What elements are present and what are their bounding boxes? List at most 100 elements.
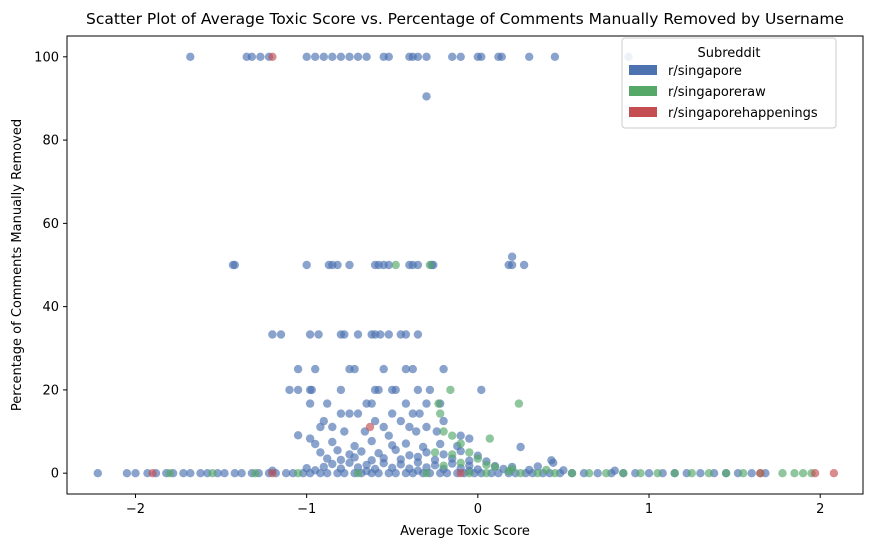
point-0-93 xyxy=(525,52,534,61)
x-tick-label-0: −2 xyxy=(126,502,145,517)
point-0-139 xyxy=(285,385,294,395)
point-0-175 xyxy=(340,427,349,436)
point-0-170 xyxy=(379,422,388,432)
point-1-31 xyxy=(436,409,445,418)
point-1-17 xyxy=(670,469,679,478)
point-0-183 xyxy=(328,437,337,447)
point-0-70 xyxy=(247,52,257,61)
point-0-217 xyxy=(345,458,354,467)
point-0-240 xyxy=(525,465,534,475)
point-0-231 xyxy=(353,463,363,472)
point-0-184 xyxy=(350,441,359,451)
point-1-37 xyxy=(430,448,440,457)
point-0-147 xyxy=(391,385,400,395)
point-1-20 xyxy=(721,469,731,478)
point-1-25 xyxy=(798,469,808,478)
point-0-130 xyxy=(413,330,423,339)
point-0-127 xyxy=(384,330,393,339)
point-1-10 xyxy=(550,469,560,478)
point-0-126 xyxy=(376,330,385,339)
point-2-5 xyxy=(756,469,765,478)
point-1-44 xyxy=(439,461,448,470)
point-0-222 xyxy=(430,461,440,470)
point-0-122 xyxy=(340,330,349,339)
x-tick-label-4: 2 xyxy=(816,502,824,517)
point-0-94 xyxy=(550,52,560,61)
point-0-246 xyxy=(413,466,423,475)
point-0-0 xyxy=(93,469,103,478)
x-tick-label-3: 1 xyxy=(645,502,653,517)
point-0-110 xyxy=(413,260,423,270)
point-0-221 xyxy=(413,458,423,467)
point-0-234 xyxy=(405,464,414,473)
point-0-151 xyxy=(305,399,315,408)
point-0-85 xyxy=(413,52,423,61)
point-0-132 xyxy=(311,364,320,374)
point-0-149 xyxy=(425,385,435,395)
point-2-4 xyxy=(456,469,465,478)
point-0-140 xyxy=(293,385,303,395)
point-0-167 xyxy=(439,416,448,426)
y-axis-ticks: 0 20 40 60 80 100 xyxy=(34,50,67,482)
y-tick-label-2: 40 xyxy=(42,300,59,315)
point-0-156 xyxy=(422,399,431,408)
point-1-23 xyxy=(778,469,787,478)
point-0-2 xyxy=(131,469,140,478)
point-0-68 xyxy=(186,52,195,61)
point-0-168 xyxy=(316,422,325,432)
point-1-8 xyxy=(516,469,525,478)
legend-label-1: r/singaporeraw xyxy=(668,85,766,100)
point-2-2 xyxy=(148,469,157,478)
point-0-142 xyxy=(307,385,316,395)
point-1-33 xyxy=(439,427,448,436)
point-0-143 xyxy=(336,385,346,395)
point-0-171 xyxy=(405,422,414,432)
point-1-2 xyxy=(251,469,260,478)
point-1-27 xyxy=(391,260,400,270)
legend: Subreddit r/singaporer/singaporerawr/sin… xyxy=(621,37,837,129)
legend-label-2: r/singaporehappenings xyxy=(668,106,818,121)
legend-swatch-0 xyxy=(629,65,657,75)
point-0-163 xyxy=(415,409,424,418)
point-0-135 xyxy=(379,364,388,374)
point-0-159 xyxy=(345,409,354,418)
point-0-9 xyxy=(196,469,205,478)
point-0-138 xyxy=(439,364,448,374)
point-0-193 xyxy=(333,446,342,455)
point-0-241 xyxy=(559,466,568,475)
point-0-90 xyxy=(477,52,486,61)
point-1-9 xyxy=(533,469,542,478)
point-0-148 xyxy=(413,385,423,395)
point-0-129 xyxy=(401,330,411,339)
point-0-71 xyxy=(256,52,265,61)
point-0-87 xyxy=(448,52,457,61)
point-1-32 xyxy=(514,399,524,408)
point-0-161 xyxy=(388,409,397,418)
point-0-7 xyxy=(179,469,188,478)
point-0-238 xyxy=(473,465,482,474)
point-1-15 xyxy=(636,469,645,478)
point-0-215 xyxy=(549,458,558,467)
point-0-12 xyxy=(220,469,229,478)
point-0-179 xyxy=(432,427,441,436)
y-tick-label-5: 100 xyxy=(34,50,59,65)
point-1-36 xyxy=(456,439,465,448)
point-1-39 xyxy=(465,448,474,457)
point-0-203 xyxy=(323,454,332,463)
point-1-16 xyxy=(653,469,662,478)
point-1-35 xyxy=(448,431,457,440)
point-0-229 xyxy=(319,462,328,472)
point-0-80 xyxy=(362,52,371,61)
point-0-204 xyxy=(336,455,346,465)
point-0-197 xyxy=(391,445,400,455)
point-0-177 xyxy=(384,431,393,440)
point-1-43 xyxy=(490,462,500,472)
point-0-19 xyxy=(281,469,291,478)
point-0-162 xyxy=(408,409,417,418)
point-0-199 xyxy=(422,448,431,457)
point-0-120 xyxy=(314,330,323,339)
point-0-62 xyxy=(696,469,705,478)
point-0-119 xyxy=(305,330,315,339)
point-1-28 xyxy=(425,260,435,270)
point-0-1 xyxy=(122,469,132,478)
